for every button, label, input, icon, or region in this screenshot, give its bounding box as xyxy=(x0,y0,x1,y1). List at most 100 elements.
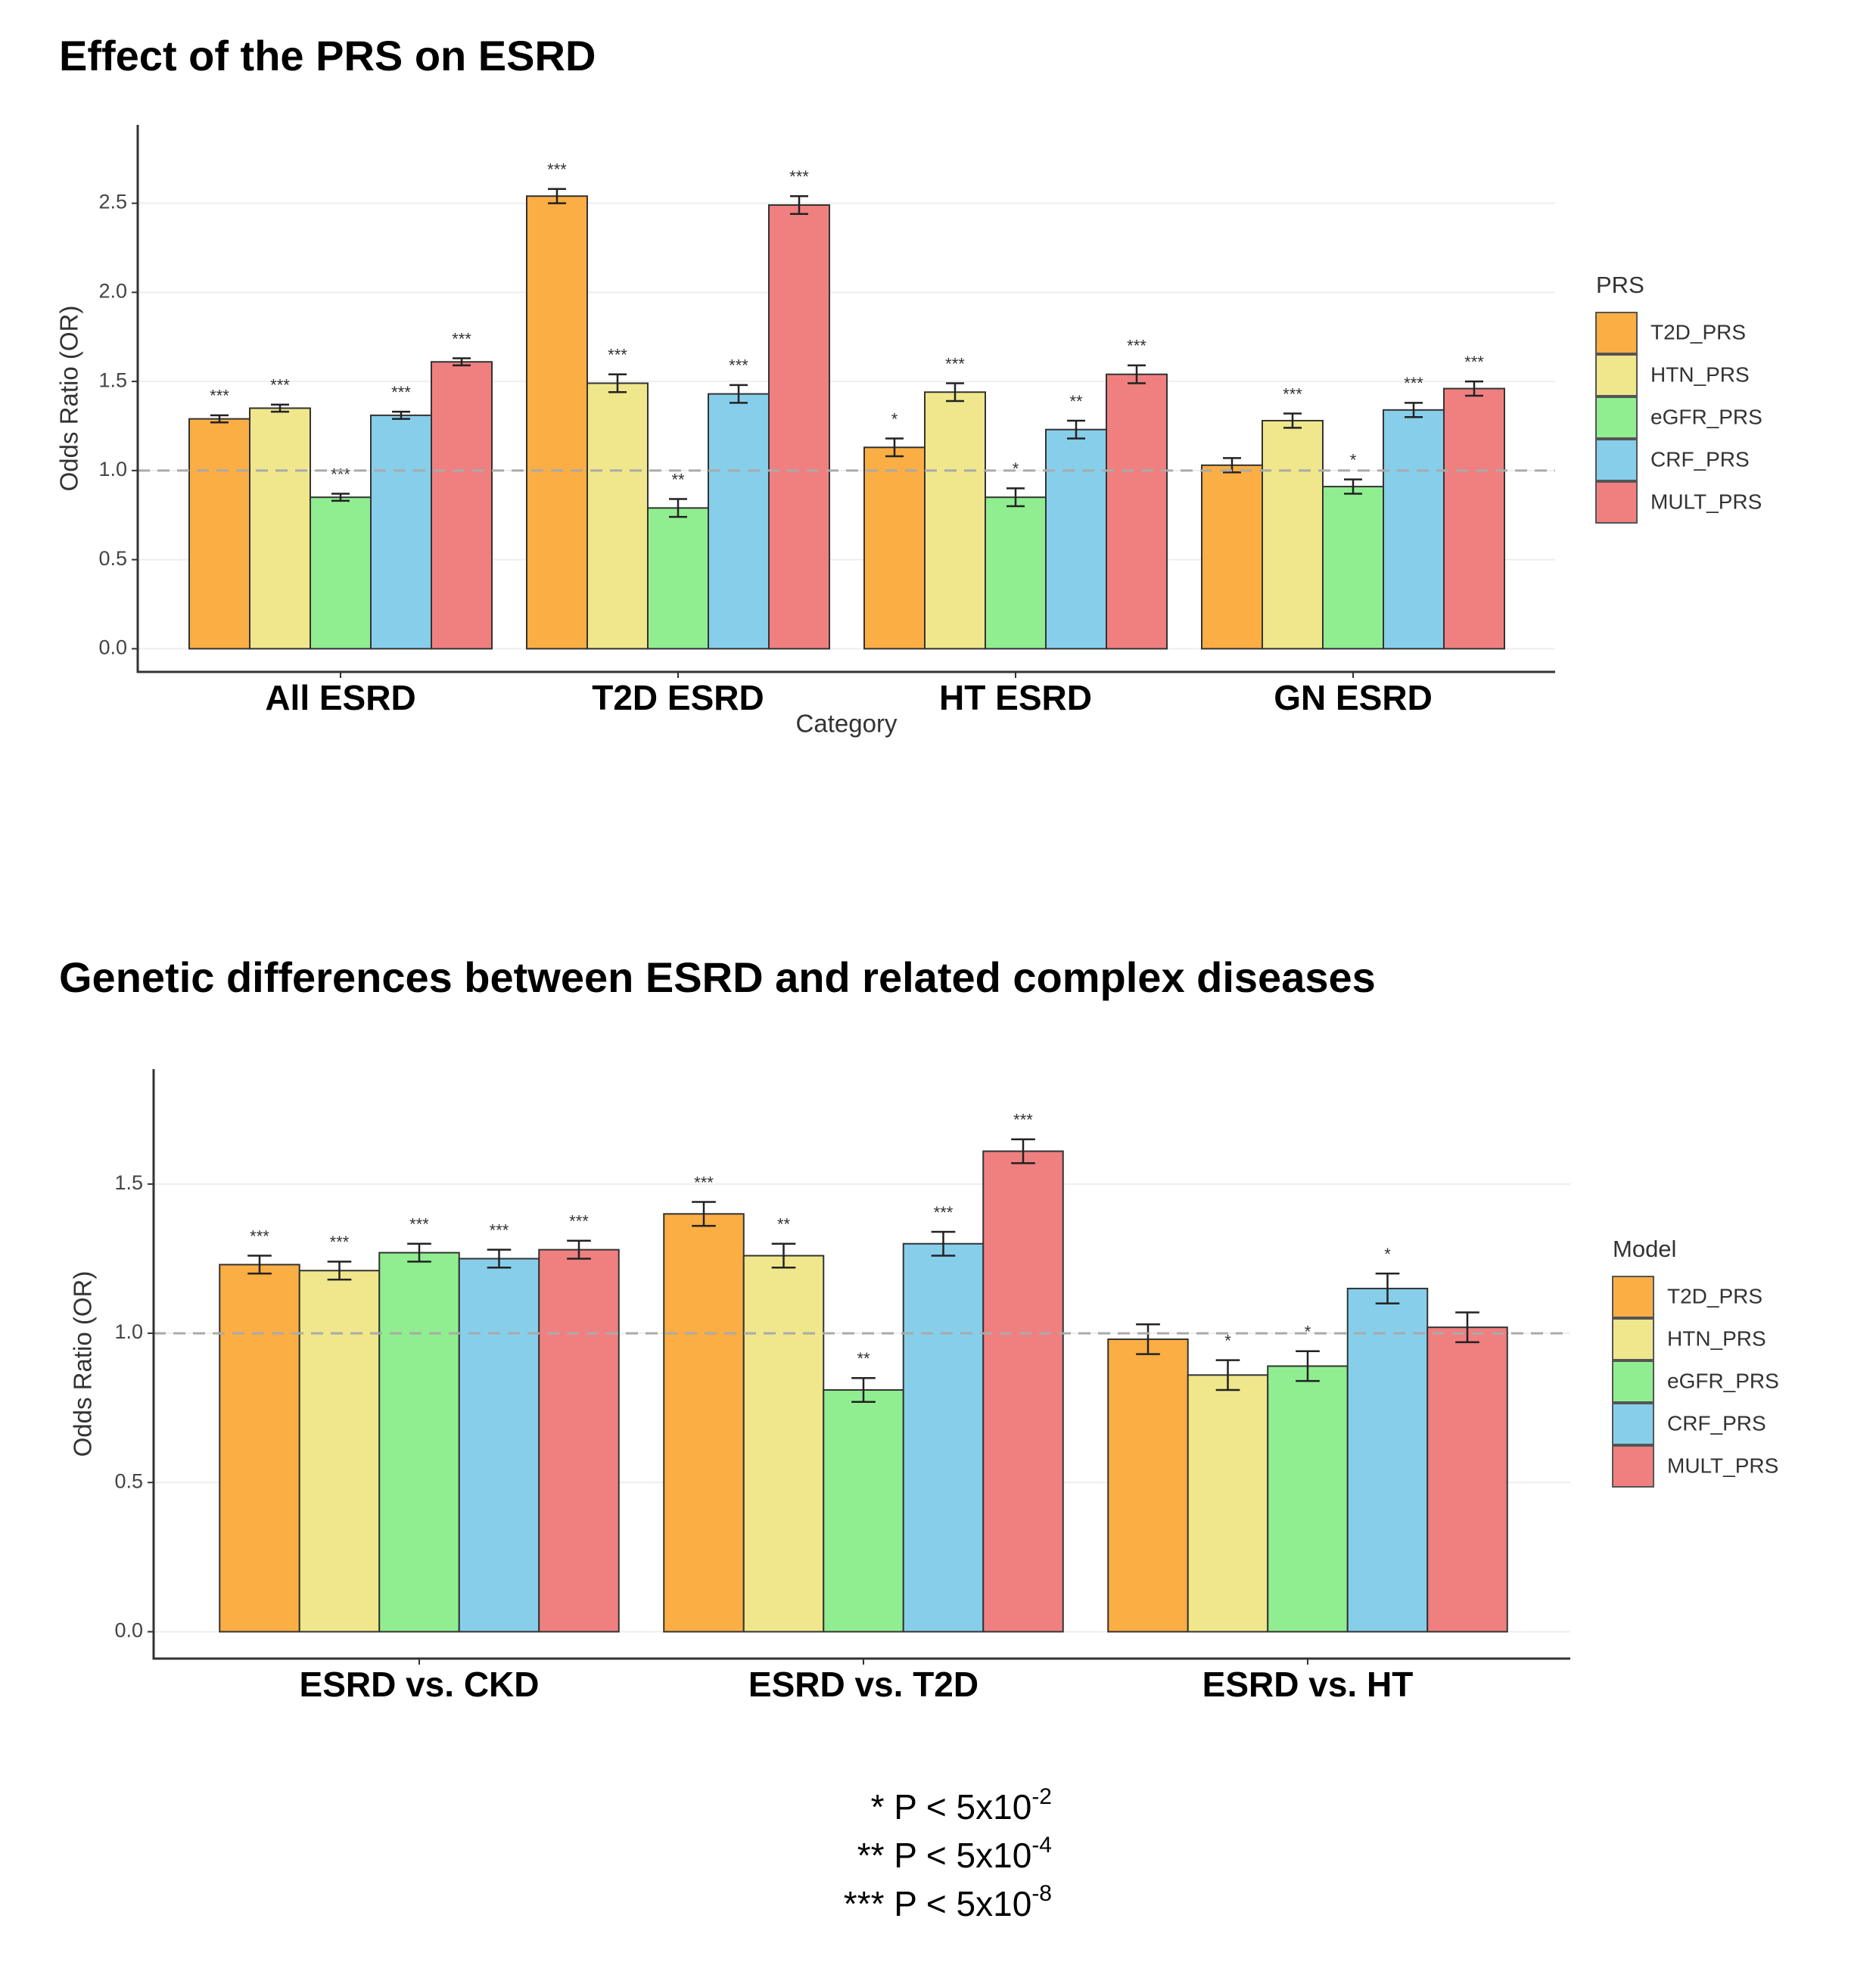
legend-label: MULT_PRS xyxy=(1667,1454,1778,1477)
significance-label: *** xyxy=(1013,1111,1033,1130)
legend-title: Model xyxy=(1613,1236,1676,1262)
error-bar xyxy=(1067,419,1085,440)
bar xyxy=(1267,1365,1349,1633)
legend-label: T2D_PRS xyxy=(1650,320,1746,344)
error-bar xyxy=(1405,402,1423,418)
error-bar xyxy=(453,357,471,367)
y-axis-title: Odds Ratio (OR) xyxy=(55,306,83,492)
error-bar xyxy=(548,188,566,204)
significance-label: *** xyxy=(694,1173,714,1192)
significance-label: *** xyxy=(1404,374,1423,393)
footnote-exponent: -2 xyxy=(1031,1784,1052,1809)
bar xyxy=(1187,1374,1269,1633)
x-tick-label: HT ESRD xyxy=(939,678,1092,717)
significance-label: *** xyxy=(330,1233,350,1252)
bar xyxy=(298,1270,381,1633)
legend-title: PRS xyxy=(1596,272,1644,298)
legend-swatch xyxy=(1612,1403,1654,1445)
bar xyxy=(1262,419,1324,650)
bar xyxy=(1045,428,1107,650)
bar xyxy=(863,446,926,650)
bar xyxy=(431,361,493,650)
error-bar xyxy=(327,1261,352,1281)
error-bar xyxy=(1465,380,1483,397)
axes xyxy=(136,125,1555,673)
error-bar xyxy=(271,403,289,413)
significance-label: *** xyxy=(608,346,627,365)
bar xyxy=(526,195,588,650)
y-tick-label: 1.5 xyxy=(98,368,127,391)
bar xyxy=(1106,373,1168,650)
legend-label: MULT_PRS xyxy=(1650,490,1762,513)
bar xyxy=(742,1255,825,1633)
bar xyxy=(708,393,770,650)
error-bar xyxy=(392,410,410,420)
x-axis-title: Category xyxy=(796,710,898,738)
error-bar xyxy=(1128,364,1146,384)
error-bar xyxy=(247,1255,272,1275)
legend-label: T2D_PRS xyxy=(1667,1284,1762,1307)
bar xyxy=(1201,464,1263,650)
bar xyxy=(538,1248,620,1633)
bar xyxy=(378,1252,460,1633)
chart-title: Genetic differences between ESRD and rel… xyxy=(59,953,1376,1001)
footnote-text: ** P < 5x10 xyxy=(857,1836,1032,1875)
error-bar xyxy=(790,194,808,216)
y-tick-label: 2.0 xyxy=(98,279,127,302)
error-bar xyxy=(210,414,229,424)
significance-label: * xyxy=(891,409,898,428)
significance-label: *** xyxy=(547,160,567,179)
legend-label: eGFR_PRS xyxy=(1667,1369,1779,1392)
y-tick-label: 0.0 xyxy=(98,636,127,659)
bar xyxy=(310,496,372,650)
significance-label: *** xyxy=(729,356,748,375)
bar xyxy=(647,507,709,650)
significance-label: *** xyxy=(490,1220,509,1239)
bar xyxy=(188,418,250,650)
significance-label: *** xyxy=(1464,353,1484,372)
significance-label: ** xyxy=(777,1215,791,1234)
significance-label: *** xyxy=(452,329,471,348)
error-bar xyxy=(1455,1311,1479,1344)
footnote: *** P < 5x10-8 xyxy=(844,1881,1052,1923)
error-bar xyxy=(771,1242,796,1269)
x-tick-label: T2D ESRD xyxy=(592,678,764,717)
legend-label: CRF_PRS xyxy=(1667,1411,1766,1435)
legend-label: HTN_PRS xyxy=(1667,1326,1766,1350)
significance-label: *** xyxy=(569,1212,589,1231)
y-tick-label: 0.0 xyxy=(114,1619,143,1642)
chart-title: Effect of the PRS on ESRD xyxy=(59,32,596,79)
y-tick-label: 1.0 xyxy=(98,458,127,480)
error-bar xyxy=(331,493,350,502)
y-tick-label: 1.5 xyxy=(114,1171,143,1194)
significance-label: *** xyxy=(945,354,965,373)
bar xyxy=(663,1213,745,1633)
error-bar xyxy=(1296,1350,1320,1382)
significance-label: ** xyxy=(1069,392,1083,411)
legend-swatch xyxy=(1612,1360,1654,1403)
legend-swatch xyxy=(1595,312,1638,354)
significance-label: *** xyxy=(934,1203,954,1222)
bar xyxy=(1443,387,1505,650)
y-tick-label: 2.5 xyxy=(98,191,127,213)
significance-label: *** xyxy=(270,376,290,395)
y-tick-label: 0.5 xyxy=(114,1469,143,1492)
axes xyxy=(152,1069,1570,1660)
error-bar xyxy=(885,437,904,458)
x-tick-label: ESRD vs. CKD xyxy=(300,1665,540,1704)
bar xyxy=(1426,1326,1508,1633)
error-bar xyxy=(1136,1323,1160,1355)
significance-label: *** xyxy=(210,387,229,406)
footnote: ** P < 5x10-4 xyxy=(857,1833,1052,1875)
x-tick-label: GN ESRD xyxy=(1274,678,1433,717)
bar xyxy=(370,414,432,650)
bar xyxy=(458,1258,540,1633)
legend-swatch xyxy=(1612,1318,1654,1360)
bar xyxy=(219,1264,300,1633)
significance-label: * xyxy=(1305,1323,1311,1342)
significance-label: *** xyxy=(391,383,411,402)
legend-swatch xyxy=(1595,481,1638,524)
legend-swatch xyxy=(1595,439,1638,481)
significance-label: * xyxy=(1384,1245,1391,1264)
